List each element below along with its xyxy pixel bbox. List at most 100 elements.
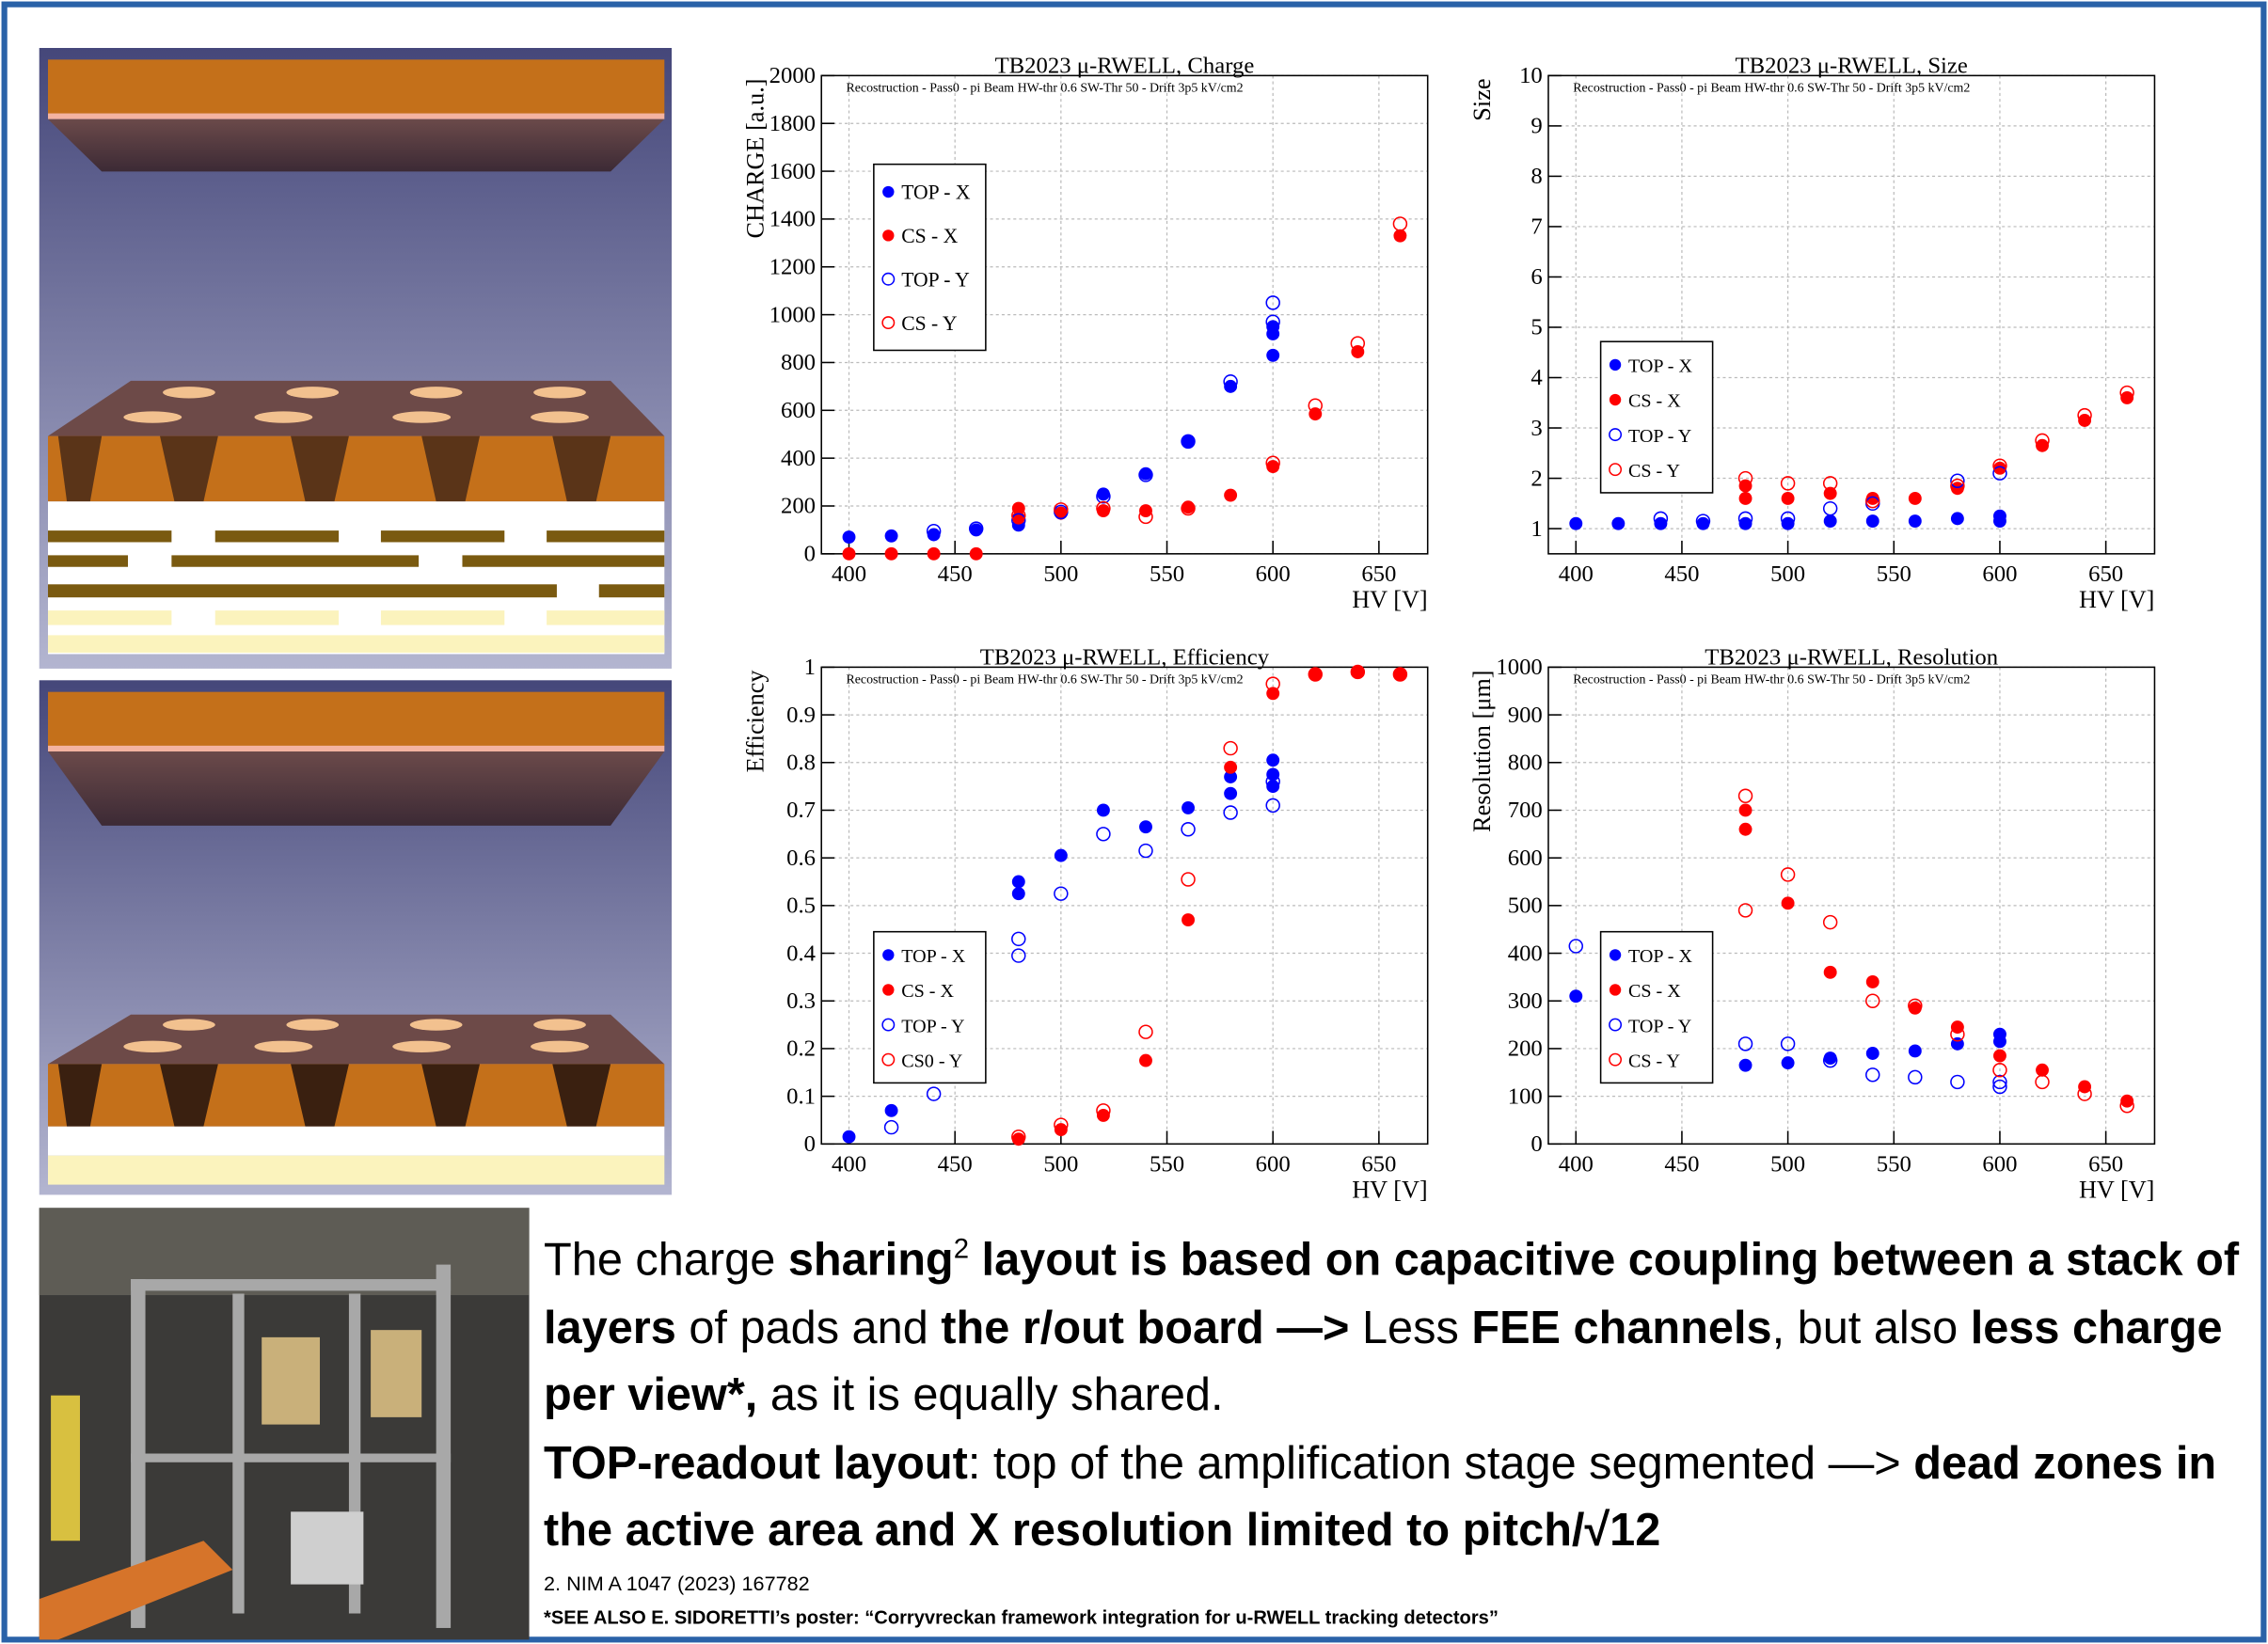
data-point	[2035, 1074, 2050, 1090]
y-tick-label: 2000	[769, 63, 816, 88]
data-point	[1266, 460, 1280, 473]
legend: TOP - X CS - X TOP - Y CS0 - Y	[873, 930, 987, 1084]
data-point	[1266, 320, 1280, 334]
data-point	[1950, 473, 1965, 488]
data-point	[1182, 800, 1196, 814]
data-point	[1266, 780, 1280, 794]
data-point	[1224, 379, 1238, 393]
legend-label: TOP - Y	[1628, 1016, 1691, 1036]
chart-title: TB2023 μ-RWELL, Resolution	[1705, 644, 1998, 670]
data-point	[1011, 508, 1026, 523]
data-point	[1223, 374, 1238, 389]
data-point	[1011, 948, 1026, 963]
data-point	[1992, 1079, 2007, 1095]
footnote: *SEE ALSO E. SIDORETTI’s poster: “Corryv…	[544, 1605, 1499, 1628]
y-tick-label: 3	[1531, 416, 1542, 441]
data-point	[1865, 975, 1879, 988]
chart: 400 450 500 550 600 650 1 2 3 4 5 6 7 8 9 10 TB2023 μ-RW…	[1468, 53, 2156, 613]
data-point	[1568, 939, 1583, 954]
y-tick-label: 1400	[769, 207, 816, 232]
legend-label: TOP - X	[1628, 356, 1693, 377]
data-point	[1865, 993, 1880, 1008]
x-tick-label: 450	[1664, 1152, 1699, 1178]
chart-subtitle: Recostruction - Pass0 - pi Beam HW-thr 0…	[846, 672, 1243, 687]
description: The charge sharing2 layout is based on c…	[544, 1225, 2247, 1563]
data-point	[1265, 798, 1280, 814]
data-point	[1350, 336, 1366, 351]
chart-subtitle: Recostruction - Pass0 - pi Beam HW-thr 0…	[1573, 672, 1970, 687]
data-point	[1908, 514, 1922, 529]
charts: 400 450 500 550 600 6500200400600800100012001…	[741, 53, 2156, 1204]
data-point	[1653, 511, 1669, 527]
data-point	[1654, 516, 1668, 530]
data-point	[1865, 1067, 1880, 1083]
y-tick-label: 700	[1508, 798, 1543, 823]
legend-marker	[882, 229, 895, 242]
y-axis-label: CHARGE [a.u.]	[741, 78, 769, 238]
x-tick-label: 400	[832, 561, 866, 587]
data-point	[926, 1086, 942, 1101]
data-point	[1569, 516, 1583, 530]
y-tick-label: 8	[1531, 164, 1542, 189]
y-tick-label: 200	[1508, 1036, 1543, 1062]
data-point	[1992, 466, 2007, 481]
legend-label: CS - X	[901, 981, 954, 1002]
data-point	[1011, 513, 1026, 528]
x-tick-label: 550	[1150, 561, 1184, 587]
data-point	[1138, 843, 1153, 859]
chart: 400 450 500 550 600 650 0 200 400 600 800 1000 1200 1…	[741, 53, 1429, 613]
x-axis-label: HV [V]	[2079, 1177, 2155, 1204]
legend-marker	[1609, 1018, 1623, 1032]
data-point	[1569, 989, 1583, 1004]
data-point	[1054, 1117, 1069, 1132]
data-point	[1266, 348, 1280, 362]
y-tick-label: 4	[1531, 365, 1542, 390]
x-tick-label: 500	[1770, 1152, 1805, 1178]
legend-marker	[1609, 428, 1623, 442]
data-point	[1096, 500, 1111, 516]
x-tick-label: 600	[1256, 1152, 1291, 1178]
x-tick-label: 450	[1664, 561, 1699, 587]
chart-subtitle: Recostruction - Pass0 - pi Beam HW-thr 0…	[1573, 81, 1970, 95]
x-axis-label: HV [V]	[1352, 586, 1428, 613]
data-point	[1781, 492, 1795, 505]
y-axis-label: Size	[1468, 78, 1496, 120]
data-point	[842, 1130, 856, 1144]
text-run: 2	[953, 1234, 970, 1266]
legend-marker	[882, 984, 895, 996]
y-tick-label: 1600	[769, 159, 816, 184]
y-axis-label: Efficiency	[741, 670, 769, 773]
data-point	[2036, 1063, 2049, 1077]
legend-marker	[1609, 949, 1622, 961]
data-point	[1054, 848, 1068, 862]
data-point	[1822, 914, 1838, 930]
data-point	[1265, 455, 1280, 470]
y-tick-label: 1200	[769, 254, 816, 279]
legend: TOP - X CS - X TOP - Y CS - Y	[873, 163, 987, 352]
legend-label: TOP - X	[901, 946, 966, 967]
y-tick-label: 0	[804, 542, 816, 567]
data-point	[1738, 479, 1753, 493]
y-tick-label: 800	[781, 350, 816, 375]
chart: 400 450 500 550 600 650 0 100 200 300 400 500 600 700…	[1468, 644, 2156, 1204]
data-point	[1011, 875, 1025, 889]
data-point	[1737, 511, 1753, 527]
legend-marker	[881, 1052, 896, 1067]
x-axis-label: HV [V]	[2079, 586, 2155, 613]
data-point	[1308, 668, 1323, 681]
legend-label: TOP - Y	[901, 1016, 964, 1036]
data-point	[1738, 822, 1753, 836]
y-tick-label: 0.9	[786, 703, 816, 728]
x-tick-label: 500	[1043, 1152, 1078, 1178]
data-point	[1992, 509, 2006, 523]
y-tick-label: 600	[1508, 846, 1543, 871]
legend-label: CS - Y	[901, 312, 958, 335]
y-tick-label: 2	[1531, 466, 1542, 491]
legend-marker	[881, 316, 896, 330]
data-point	[1908, 1069, 1923, 1085]
y-tick-label: 1800	[769, 111, 816, 136]
x-tick-label: 650	[2088, 561, 2123, 587]
data-point	[1223, 740, 1238, 756]
legend-marker	[1609, 463, 1623, 477]
